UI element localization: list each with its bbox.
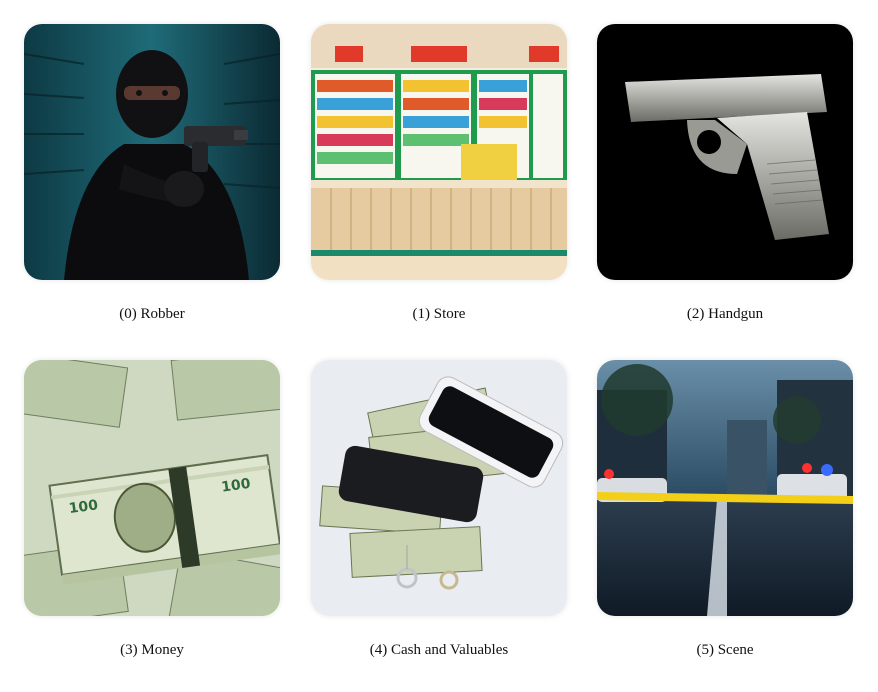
grid-item-scene: (5) Scene	[597, 360, 857, 658]
caption-handgun: (2) Handgun	[686, 306, 764, 322]
grid-item-handgun: (2) Handgun	[597, 24, 857, 322]
grid-item-cash-and-valuables: (4) Cash and Valuables	[311, 360, 571, 658]
store-image	[311, 24, 567, 280]
caption-store: (1) Store	[412, 306, 466, 322]
grid-item-store: (1) Store	[311, 24, 571, 322]
caption-money: (3) Money	[120, 642, 184, 658]
scene-image	[597, 360, 853, 616]
grid-item-money: 100 100 (3) Money	[24, 360, 284, 658]
store-illustration	[311, 24, 567, 280]
cash-and-valuables-image	[311, 360, 567, 616]
cash-and-valuables-illustration	[311, 360, 567, 616]
handgun-illustration	[597, 24, 853, 280]
scene-illustration	[597, 360, 853, 616]
robber-image	[24, 24, 280, 280]
caption-scene: (5) Scene	[696, 642, 754, 658]
money-image: 100 100	[24, 360, 280, 616]
grid-item-robber: (0) Robber	[24, 24, 284, 322]
caption-robber: (0) Robber	[119, 306, 185, 322]
money-illustration: 100 100	[24, 360, 280, 616]
caption-cash-and-valuables: (4) Cash and Valuables	[369, 642, 509, 658]
handgun-image	[597, 24, 853, 280]
svg-text:100: 100	[220, 476, 251, 496]
svg-text:100: 100	[68, 497, 99, 517]
robber-illustration	[24, 24, 280, 280]
